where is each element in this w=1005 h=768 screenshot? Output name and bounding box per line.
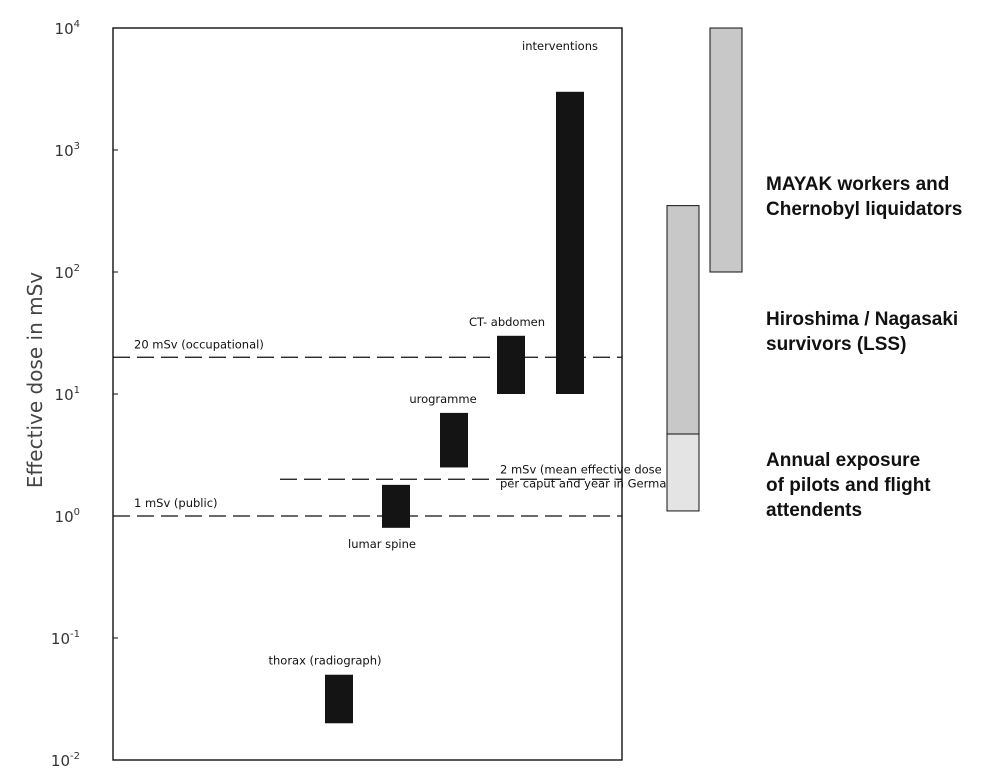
y-tick-base: 10: [51, 752, 70, 768]
population-label: Chernobyl liquidators: [766, 199, 962, 220]
y-tick-exponent: -2: [70, 751, 80, 762]
dose-bar: [440, 412, 468, 468]
population-bar: [666, 205, 700, 435]
reference-line-label: per caput and year in Germany): [500, 476, 685, 490]
bar-label: urogramme: [409, 392, 476, 406]
y-tick-base: 10: [55, 20, 74, 38]
population-label: Annual exposure: [766, 450, 920, 471]
plot-frame: [112, 27, 623, 761]
y-axis-label: Effective dose in mSv: [23, 272, 47, 488]
population-label: Hiroshima / Nagasaki: [766, 309, 958, 330]
y-tick-exponent: 0: [74, 507, 80, 518]
y-tick-label: 100: [55, 507, 80, 526]
y-tick-base: 10: [55, 508, 74, 526]
y-tick-label: 101: [55, 385, 80, 404]
dose-bar: [497, 335, 525, 394]
population-bar: [666, 433, 700, 512]
y-tick-base: 10: [55, 264, 74, 282]
reference-line-label: 1 mSv (public): [134, 496, 218, 510]
dose-bar: [325, 674, 353, 724]
y-tick-label: 103: [55, 141, 80, 160]
population-bar: [709, 27, 743, 273]
bar-label: CT- abdomen: [469, 315, 545, 329]
y-tick-exponent: -1: [70, 629, 80, 640]
y-tick-base: 10: [55, 386, 74, 404]
population-label: of pilots and flight: [766, 475, 931, 496]
population-label: MAYAK workers and: [766, 174, 949, 195]
y-tick-exponent: 4: [74, 19, 80, 30]
population-label: survivors (LSS): [766, 334, 906, 355]
bar-label: interventions: [522, 39, 598, 53]
bar-label: lumar spine: [348, 537, 416, 551]
y-tick-label: 102: [55, 263, 80, 282]
y-tick-label: 10-2: [51, 751, 80, 768]
reference-lines: 20 mSv (occupational) 2 mSv (mean effecti…: [113, 337, 695, 517]
dose-bar: [382, 484, 410, 528]
population-label: attendents: [766, 500, 862, 521]
measurement-bars: [325, 91, 584, 724]
y-tick-base: 10: [51, 630, 70, 648]
annotations: thorax (radiograph) lumar spine urogramme C…: [268, 39, 598, 668]
population-bars: Annual exposure of pilots and flight atten…: [666, 27, 962, 521]
y-tick-exponent: 3: [74, 141, 80, 152]
bar-label: thorax (radiograph): [268, 654, 381, 668]
y-tick-base: 10: [55, 142, 74, 160]
dose-bar: [556, 91, 584, 395]
y-tick-label: 10-1: [51, 629, 80, 648]
reference-line-label: 20 mSv (occupational): [134, 337, 264, 351]
reference-line-label: 2 mSv (mean effective dose 1997: [500, 462, 695, 476]
y-tick-exponent: 1: [74, 385, 80, 396]
y-tick-label: 104: [55, 19, 80, 38]
y-tick-exponent: 2: [74, 263, 80, 274]
